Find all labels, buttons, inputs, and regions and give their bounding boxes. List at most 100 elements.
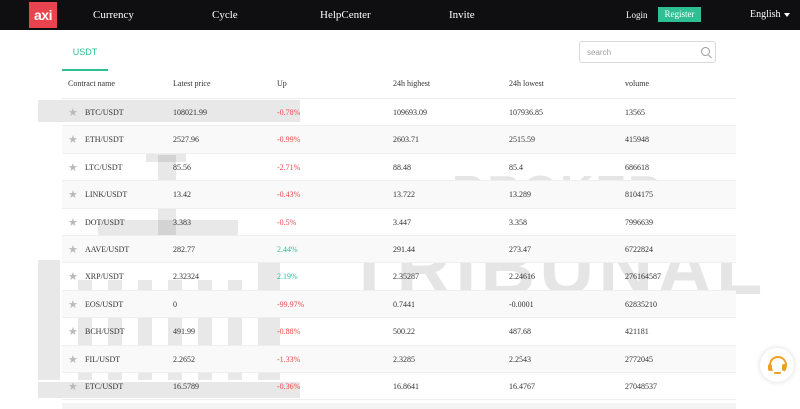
table-footer-bar: [62, 403, 736, 409]
volume: 13565: [625, 108, 645, 117]
change-percent: -1.33%: [277, 354, 301, 364]
table-row[interactable]: ★ LINK/USDT 13.42 -0.43% 13.722 13.289 8…: [62, 181, 736, 209]
volume: 415948: [625, 135, 649, 145]
pair-name[interactable]: ETH/USDT: [85, 135, 124, 145]
star-icon[interactable]: ★: [68, 133, 78, 147]
high-24h: 291.44: [393, 244, 415, 254]
star-icon[interactable]: ★: [68, 106, 78, 119]
latest-price: 0: [173, 299, 177, 309]
change-percent: 2.19%: [277, 272, 298, 282]
volume: 686618: [625, 162, 649, 172]
headset-ear-right: [782, 364, 786, 371]
low-24h: 487.68: [509, 327, 531, 337]
market-table: ★ BTC/USDT 108021.99 -0.78% 109693.09 10…: [62, 99, 736, 401]
login-link[interactable]: Login: [626, 10, 648, 20]
pair-name[interactable]: EOS/USDT: [85, 299, 124, 309]
nav-link-cycle[interactable]: Cycle: [212, 9, 238, 21]
headset-ear-left: [768, 364, 772, 371]
pair-name[interactable]: DOT/USDT: [85, 217, 125, 227]
volume: 421181: [625, 327, 649, 337]
low-24h: 273.47: [509, 244, 531, 254]
header-up: Up: [277, 79, 287, 88]
star-icon[interactable]: ★: [68, 297, 78, 311]
header-contract-name: Contract name: [68, 79, 115, 88]
table-row[interactable]: ★ BTC/USDT 108021.99 -0.78% 109693.09 10…: [62, 99, 736, 127]
star-icon[interactable]: ★: [68, 215, 78, 229]
customer-support-button[interactable]: [760, 348, 794, 382]
latest-price: 108021.99: [173, 108, 207, 117]
latest-price: 85.56: [173, 162, 191, 172]
latest-price: 282.77: [173, 244, 195, 254]
search-box[interactable]: [579, 41, 716, 63]
table-row[interactable]: ★ DOT/USDT 3.383 -0.5% 3.447 3.358 79966…: [62, 209, 736, 236]
star-icon[interactable]: ★: [68, 325, 78, 339]
low-24h: 13.289: [509, 190, 531, 200]
pair-name[interactable]: LINK/USDT: [85, 190, 128, 200]
change-percent: -0.36%: [277, 381, 301, 391]
latest-price: 16.5789: [173, 381, 199, 391]
change-percent: 2.44%: [277, 244, 298, 254]
header-volume: volume: [625, 79, 649, 88]
tab-usdt[interactable]: USDT: [62, 31, 108, 71]
table-row[interactable]: ★ ETH/USDT 2527.96 -0.99% 2603.71 2515.5…: [62, 126, 736, 154]
header-24h-lowest: 24h lowest: [509, 79, 544, 88]
low-24h: -0.0001: [509, 299, 534, 309]
latest-price: 2.2652: [173, 354, 195, 364]
low-24h: 16.4767: [509, 381, 535, 391]
table-row[interactable]: ★ EOS/USDT 0 -99.97% 0.7441 -0.0001 6283…: [62, 290, 736, 319]
volume: 6722824: [625, 244, 653, 254]
header-latest-price: Latest price: [173, 79, 211, 88]
chevron-down-icon: [783, 12, 790, 17]
table-row[interactable]: ★ LTC/USDT 85.56 -2.71% 88.48 85.4 68661…: [62, 154, 736, 182]
nav-link-invite[interactable]: Invite: [449, 9, 475, 21]
pair-name[interactable]: LTC/USDT: [85, 162, 123, 172]
pair-name[interactable]: AAVE/USDT: [85, 244, 130, 254]
latest-price: 13.42: [173, 190, 191, 200]
pair-name[interactable]: XRP/USDT: [85, 272, 124, 282]
low-24h: 85.4: [509, 162, 523, 172]
change-percent: -0.88%: [277, 327, 301, 337]
star-icon[interactable]: ★: [68, 188, 78, 202]
high-24h: 88.48: [393, 162, 411, 172]
star-icon[interactable]: ★: [68, 160, 78, 174]
volume: 2772045: [625, 354, 653, 364]
table-row[interactable]: ★ XRP/USDT 2.32324 2.19% 2.35287 2.24616…: [62, 263, 736, 291]
latest-price: 491.99: [173, 327, 195, 337]
change-percent: -0.5%: [277, 217, 297, 227]
high-24h: 2603.71: [393, 135, 419, 145]
language-selector[interactable]: English: [750, 0, 790, 30]
axi-logo[interactable]: axi: [29, 2, 57, 28]
low-24h: 2.24616: [509, 272, 535, 282]
star-icon[interactable]: ★: [68, 270, 78, 284]
change-percent: -2.71%: [277, 162, 301, 172]
nav-link-currency[interactable]: Currency: [93, 9, 134, 21]
headset-mic: [774, 372, 781, 374]
change-percent: -99.97%: [277, 299, 305, 309]
high-24h: 500.22: [393, 327, 415, 337]
pair-name[interactable]: BTC/USDT: [85, 108, 124, 117]
high-24h: 16.8641: [393, 381, 419, 391]
star-icon[interactable]: ★: [68, 242, 78, 256]
table-row[interactable]: ★ AAVE/USDT 282.77 2.44% 291.44 273.47 6…: [62, 235, 736, 264]
latest-price: 2527.96: [173, 135, 199, 145]
pair-name[interactable]: BCH/USDT: [85, 327, 125, 337]
search-icon[interactable]: [701, 47, 710, 56]
star-icon[interactable]: ★: [68, 379, 78, 393]
low-24h: 3.358: [509, 217, 527, 227]
pair-name[interactable]: FIL/USDT: [85, 354, 121, 364]
table-row[interactable]: ★ ETC/USDT 16.5789 -0.36% 16.8641 16.476…: [62, 373, 736, 401]
register-button[interactable]: Register: [658, 7, 701, 22]
pair-name[interactable]: ETC/USDT: [85, 381, 124, 391]
nav-link-helpcenter[interactable]: HelpCenter: [320, 9, 371, 21]
volume: 7996639: [625, 217, 653, 227]
table-row[interactable]: ★ FIL/USDT 2.2652 -1.33% 2.3285 2.2543 2…: [62, 345, 736, 373]
star-icon[interactable]: ★: [68, 352, 78, 366]
volume: 62835210: [625, 299, 657, 309]
high-24h: 2.35287: [393, 272, 419, 282]
table-row[interactable]: ★ BCH/USDT 491.99 -0.88% 500.22 487.68 4…: [62, 318, 736, 346]
search-input[interactable]: [587, 45, 697, 59]
change-percent: -0.99%: [277, 135, 301, 145]
low-24h: 107936.85: [509, 108, 543, 117]
high-24h: 3.447: [393, 217, 411, 227]
table-header: Contract name Latest price Up 24h highes…: [62, 70, 736, 99]
